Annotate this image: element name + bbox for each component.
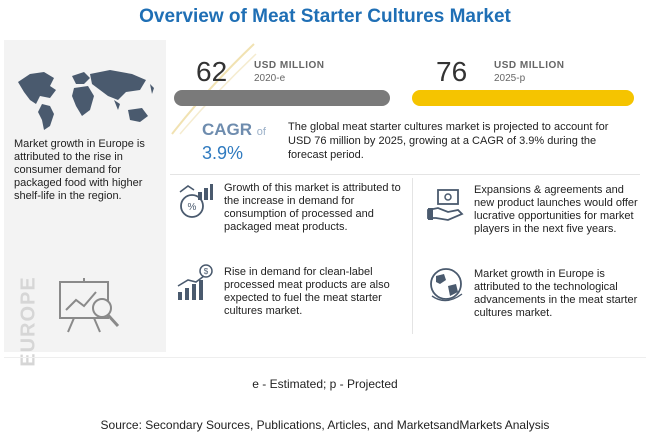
cagr-of: of	[256, 126, 266, 138]
market-summary: The global meat starter cultures market …	[288, 121, 609, 161]
factor-2-text: Expansions & agreements and new product …	[474, 184, 638, 235]
factor-4-text: Market growth in Europe is attributed to…	[474, 268, 638, 319]
growth-bar-chart-icon: %	[179, 184, 213, 218]
europe-watermark: EUROPE	[17, 276, 40, 367]
value-2020: 62	[196, 56, 227, 88]
left-panel-text: Market growth in Europe is attributed to…	[14, 138, 145, 202]
value-2025-number: 76	[436, 56, 468, 87]
bar-2020	[174, 90, 390, 106]
left-panel: EUROPE	[4, 40, 166, 367]
value-2025-year: 2025-p	[494, 73, 526, 84]
hand-money-icon	[427, 189, 464, 221]
cagr-label: CAGR of	[202, 120, 266, 140]
rising-dollar-chart-icon: $	[177, 264, 213, 300]
globe-icon	[430, 268, 463, 302]
divider-vertical	[412, 178, 413, 334]
svg-text:%: %	[188, 202, 197, 213]
value-2025-unit: USD MILLION	[494, 60, 565, 71]
analysis-board-icon	[59, 278, 120, 333]
footnote: e - Estimated; p - Projected	[252, 377, 398, 391]
value-2025: 76	[436, 56, 467, 88]
factor-1-text: Growth of this market is attributed to t…	[224, 182, 401, 233]
cagr-text: CAGR	[202, 120, 253, 139]
factor-3-text: Rise in demand for clean-label processed…	[224, 266, 390, 317]
divider-horizontal	[170, 174, 640, 175]
source-line: Source: Secondary Sources, Publications,…	[100, 418, 550, 432]
world-map-icon	[18, 70, 154, 130]
value-2020-number: 62	[196, 56, 228, 87]
page-title: Overview of Meat Starter Cultures Market	[139, 6, 511, 27]
svg-text:$: $	[204, 267, 209, 276]
value-2020-year: 2020-e	[254, 73, 286, 84]
bar-2025	[412, 90, 634, 106]
value-2020-unit: USD MILLION	[254, 60, 325, 71]
footer-separator	[4, 357, 646, 358]
cagr-value: 3.9%	[202, 143, 244, 163]
